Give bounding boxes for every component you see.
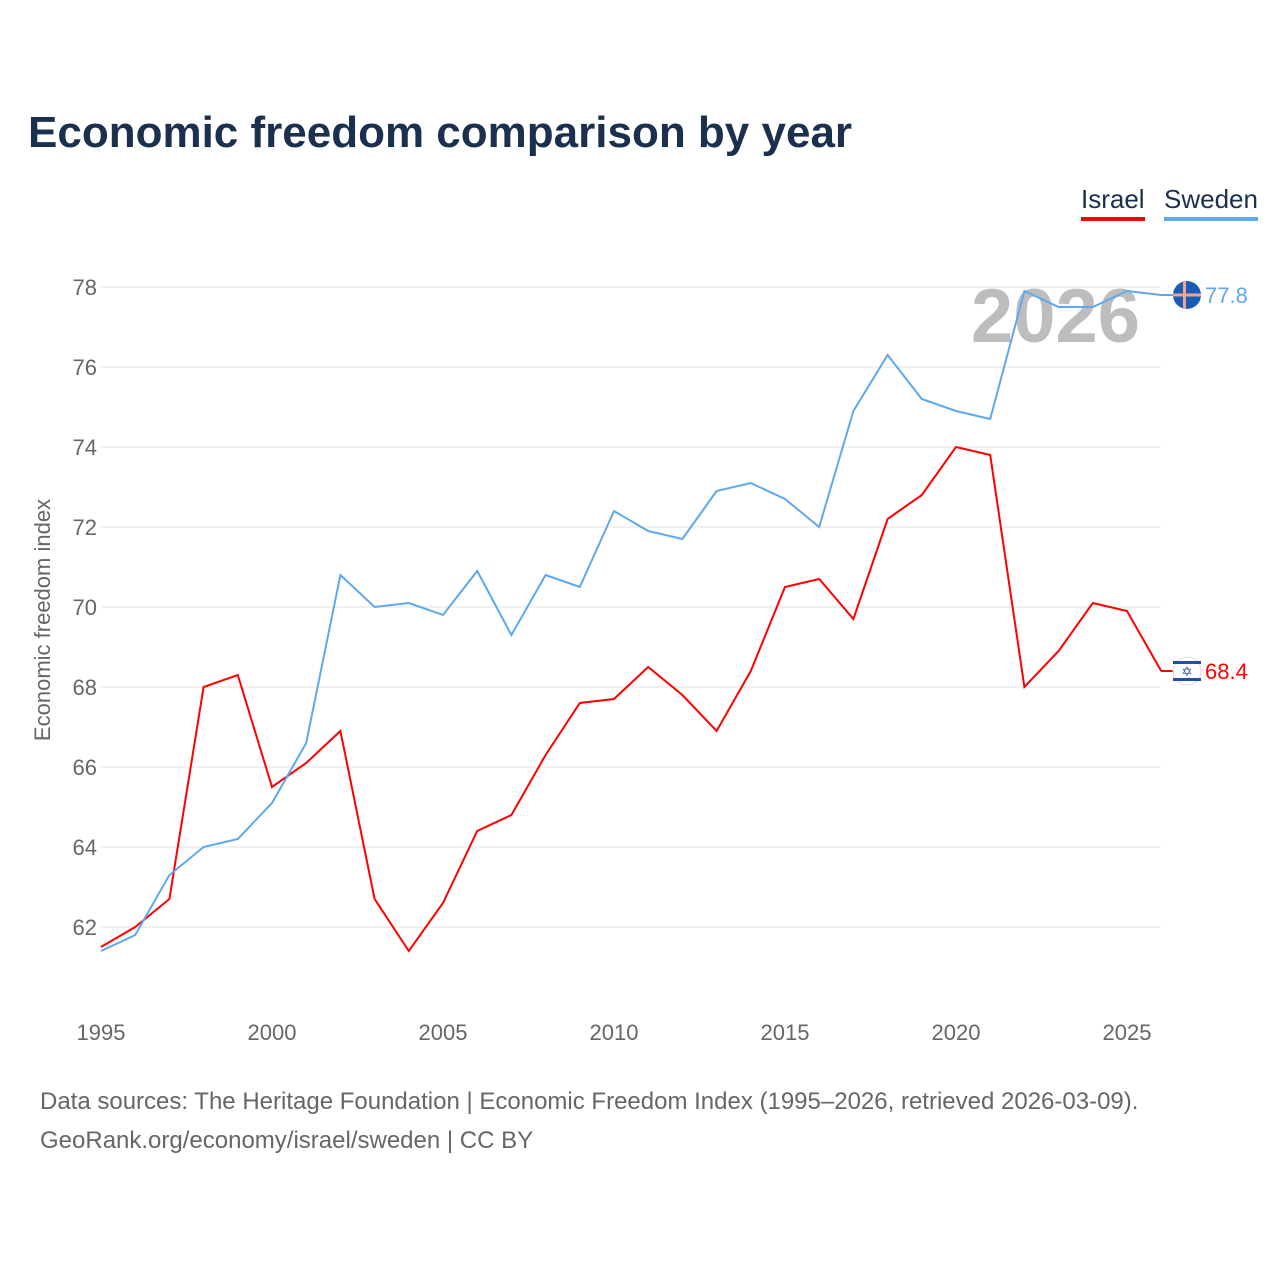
y-tick-label: 64 <box>73 835 97 860</box>
x-tick-label: 2025 <box>1103 1020 1152 1045</box>
israel-flag-stripe <box>1173 678 1201 681</box>
x-tick-label: 2010 <box>590 1020 639 1045</box>
end-value-label-israel: 68.4 <box>1205 659 1248 684</box>
y-tick-label: 62 <box>73 915 97 940</box>
legend-israel[interactable]: Israel <box>1081 184 1145 221</box>
y-tick-label: 66 <box>73 755 97 780</box>
y-tick-label: 72 <box>73 515 97 540</box>
star-of-david-icon: ✡ <box>1182 664 1193 679</box>
series-line-israel <box>100 445 1163 953</box>
x-tick-label: 2015 <box>761 1020 810 1045</box>
x-tick-label: 1995 <box>77 1020 126 1045</box>
x-tick-label: 2000 <box>248 1020 297 1045</box>
footer-sources: Data sources: The Heritage Foundation | … <box>40 1088 1139 1115</box>
footer-credit: GeoRank.org/economy/israel/sweden | CC B… <box>40 1127 534 1154</box>
watermark-year: 2026 <box>971 274 1140 359</box>
y-tick-label: 70 <box>73 595 97 620</box>
end-value-label-sweden: 77.8 <box>1205 283 1248 308</box>
y-tick-label: 68 <box>73 675 97 700</box>
chart-title: Economic freedom comparison by year <box>28 108 853 157</box>
y-tick-label: 78 <box>73 275 97 300</box>
israel-flag-stripe <box>1173 661 1201 664</box>
x-tick-label: 2005 <box>419 1020 468 1045</box>
y-tick-label: 74 <box>73 435 97 460</box>
y-tick-label: 76 <box>73 355 97 380</box>
series-line-sweden <box>100 289 1162 952</box>
x-tick-label: 2020 <box>932 1020 981 1045</box>
sweden-flag-cross <box>1173 293 1201 297</box>
y-axis-label: Economic freedom index <box>30 499 55 741</box>
legend-sweden[interactable]: Sweden <box>1164 184 1258 221</box>
